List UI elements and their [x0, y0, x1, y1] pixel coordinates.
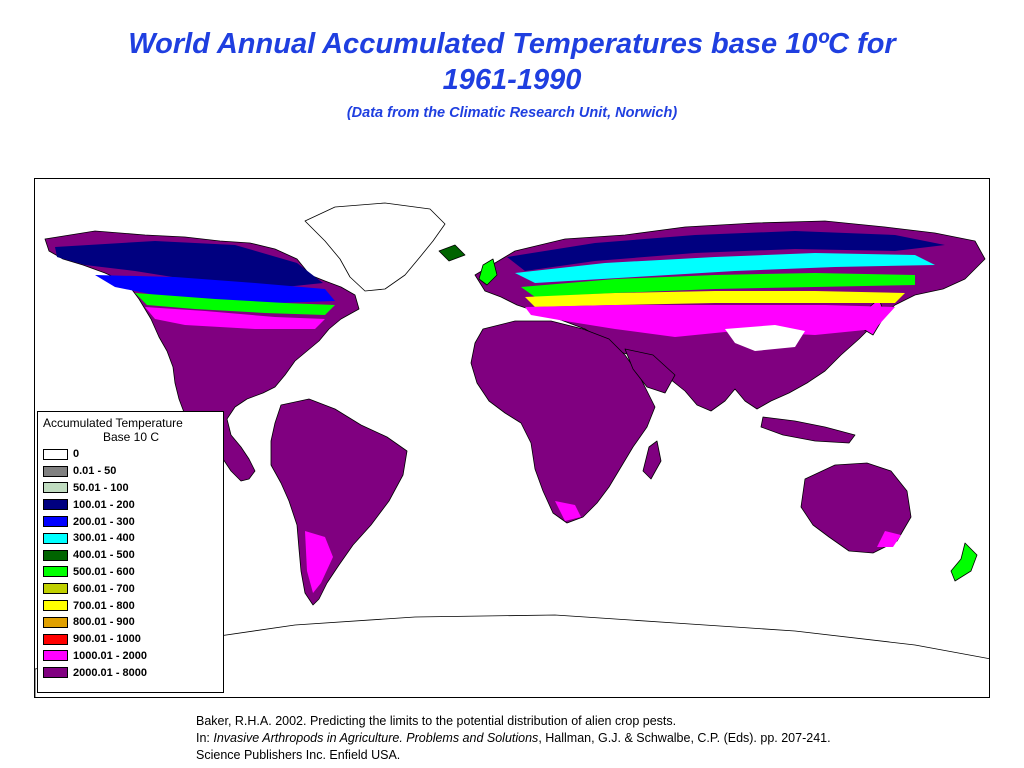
legend-label: 1000.01 - 2000 [73, 649, 148, 662]
iceland-island [438, 244, 466, 262]
legend-label: 700.01 - 800 [73, 599, 135, 612]
legend-swatch [43, 583, 68, 595]
africa-landmass [470, 320, 656, 524]
legend-label: 200.01 - 300 [73, 515, 135, 528]
legend-item: 50.01 - 100 [43, 480, 219, 497]
legend-label: 800.01 - 900 [73, 616, 135, 629]
legend-item: 900.01 - 1000 [43, 631, 219, 648]
legend-label: 400.01 - 500 [73, 549, 135, 562]
legend-item: 2000.01 - 8000 [43, 664, 219, 681]
legend-swatch [43, 448, 68, 460]
legend-swatch [43, 499, 68, 511]
legend-label: 500.01 - 600 [73, 565, 135, 578]
map-subtitle: (Data from the Climatic Research Unit, N… [346, 105, 678, 121]
legend-label: 900.01 - 1000 [73, 633, 141, 646]
citation-line-2: In: Invasive Arthropods in Agriculture. … [196, 730, 831, 747]
map-title-line-1: World Annual Accumulated Temperatures ba… [128, 28, 896, 60]
legend-swatch [43, 465, 68, 477]
arabian-peninsula [624, 348, 676, 394]
legend-title: Accumulated Temperature Base 10 C [43, 416, 219, 444]
map-legend: Accumulated Temperature Base 10 C 0 0.01 … [37, 411, 224, 693]
legend-item: 200.01 - 300 [43, 513, 219, 530]
citation-line-2-prefix: In: [196, 731, 214, 745]
legend-label: 600.01 - 700 [73, 582, 135, 595]
legend-label: 50.01 - 100 [73, 481, 129, 494]
legend-swatch [43, 600, 68, 612]
citation: Baker, R.H.A. 2002. Predicting the limit… [196, 713, 831, 764]
map-title: World Annual Accumulated Temperatures ba… [0, 26, 1024, 98]
legend-item: 300.01 - 400 [43, 530, 219, 547]
legend-swatch [43, 633, 68, 645]
legend-title-line-1: Accumulated Temperature [43, 416, 183, 430]
citation-line-2-suffix: , Hallman, G.J. & Schwalbe, C.P. (Eds). … [538, 731, 831, 745]
legend-swatch [43, 532, 68, 544]
legend-label: 2000.01 - 8000 [73, 666, 148, 679]
legend-item: 800.01 - 900 [43, 614, 219, 631]
legend-item: 100.01 - 200 [43, 496, 219, 513]
legend-swatch [43, 566, 68, 578]
legend-item: 500.01 - 600 [43, 564, 219, 581]
legend-item: 700.01 - 800 [43, 597, 219, 614]
world-map-graphic [35, 202, 989, 697]
south-america-landmass [270, 398, 408, 606]
legend-swatch [43, 482, 68, 494]
map-title-line-2: 1961-1990 [442, 64, 582, 96]
legend-swatch [43, 616, 68, 628]
antarctica-landmass [35, 614, 989, 697]
legend-item: 600.01 - 700 [43, 580, 219, 597]
legend-item: 0 [43, 446, 219, 463]
legend-swatch [43, 516, 68, 528]
madagascar-island [642, 440, 662, 480]
british-isles [478, 258, 498, 286]
indonesia-islands [760, 416, 856, 444]
legend-item: 0.01 - 50 [43, 463, 219, 480]
citation-book-title: Invasive Arthropods in Agriculture. Prob… [213, 731, 539, 745]
legend-label: 0.01 - 50 [73, 465, 117, 478]
legend-swatch [43, 549, 68, 561]
citation-line-3: Science Publishers Inc. Enfield USA. [196, 748, 401, 762]
new-zealand-islands [950, 542, 978, 582]
legend-label: 0 [73, 448, 80, 461]
legend-label: 100.01 - 200 [73, 498, 135, 511]
legend-item: 1000.01 - 2000 [43, 648, 219, 665]
legend-title-line-2: Base 10 C [102, 430, 160, 444]
legend-swatch [43, 650, 68, 662]
greenland-landmass [304, 202, 446, 292]
legend-item: 400.01 - 500 [43, 547, 219, 564]
legend-label: 300.01 - 400 [73, 532, 135, 545]
citation-line-1: Baker, R.H.A. 2002. Predicting the limit… [196, 714, 677, 728]
legend-items: 0 0.01 - 50 50.01 - 100 100.01 - 200 200.01 … [43, 446, 219, 681]
legend-swatch [43, 667, 68, 679]
